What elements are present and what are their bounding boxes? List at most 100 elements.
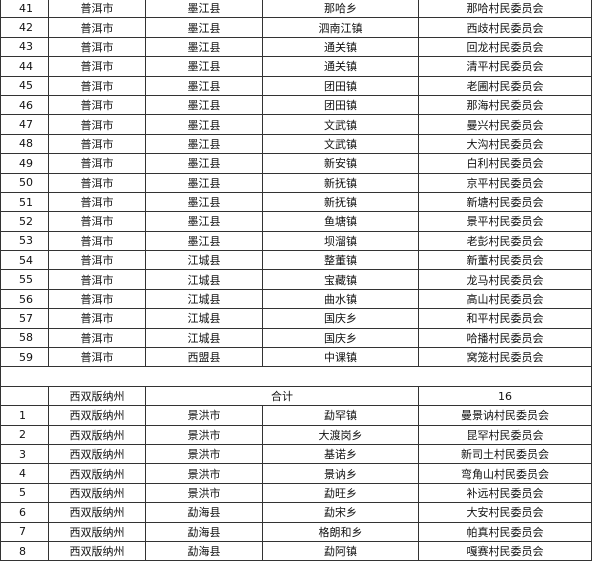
row-number: 56: [0, 288, 49, 310]
town: 文武镇: [262, 114, 419, 135]
table-row: 2 西双版纳州 景洪市 大渡岗乡 昆罕村民委员会: [0, 424, 592, 445]
village-committee: 高山村民委员会: [418, 288, 592, 310]
summary-row: 西双版纳州 合计 16: [0, 385, 592, 407]
city: 普洱市: [48, 250, 146, 271]
total: 16: [418, 385, 592, 407]
table-row: 46 普洱市 墨江县 团田镇 那海村民委员会: [0, 94, 592, 116]
village-committee: 回龙村民委员会: [418, 36, 592, 58]
table-row: 55 普洱市 江城县 宝藏镇 龙马村民委员会: [0, 269, 592, 290]
town: 中课镇: [262, 347, 419, 368]
town: 泗南江镇: [262, 17, 419, 38]
city: 普洱市: [48, 17, 146, 38]
city: 西双版纳州: [48, 482, 146, 504]
town: 坝溜镇: [262, 230, 419, 252]
city: 西双版纳州: [48, 405, 146, 426]
city: 普洱市: [48, 153, 146, 174]
city: 西双版纳州: [48, 443, 146, 465]
row-number: 44: [0, 56, 49, 77]
city: 普洱市: [48, 172, 146, 193]
row-number: 49: [0, 153, 49, 174]
county: 景洪市: [145, 405, 263, 426]
county: 墨江县: [145, 0, 263, 19]
town: 国庆乡: [262, 308, 419, 329]
empty-cell: [0, 385, 49, 407]
county: 西盟县: [145, 347, 263, 368]
town: 大渡岗乡: [262, 424, 419, 445]
row-number: 58: [0, 327, 49, 349]
table-row: 3 西双版纳州 景洪市 基诺乡 新司土村民委员会: [0, 443, 592, 465]
table-row: 50 普洱市 墨江县 新抚镇 京平村民委员会: [0, 172, 592, 193]
city: 普洱市: [48, 75, 146, 96]
row-number: 52: [0, 211, 49, 232]
city: 普洱市: [48, 133, 146, 155]
village-committee: 新司土村民委员会: [418, 443, 592, 465]
town: 团田镇: [262, 75, 419, 96]
village-committee: 那哈村民委员会: [418, 0, 592, 19]
row-number: 43: [0, 36, 49, 58]
village-committee: 曼兴村民委员会: [418, 114, 592, 135]
table-row: 49 普洱市 墨江县 新安镇 白利村民委员会: [0, 153, 592, 174]
table-row: 41 普洱市 墨江县 那哈乡 那哈村民委员会: [0, 0, 592, 19]
region: 西双版纳州: [48, 385, 146, 407]
county: 景洪市: [145, 463, 263, 484]
county: 勐海县: [145, 521, 263, 542]
town: 格朗和乡: [262, 521, 419, 542]
table-row: 59 普洱市 西盟县 中课镇 窝笼村民委员会: [0, 347, 592, 368]
row-number: 8: [0, 540, 49, 561]
city: 普洱市: [48, 56, 146, 77]
row-number: 46: [0, 94, 49, 116]
town: 勐罕镇: [262, 405, 419, 426]
county: 江城县: [145, 250, 263, 271]
county: 景洪市: [145, 424, 263, 445]
city: 普洱市: [48, 114, 146, 135]
table-row: 42 普洱市 墨江县 泗南江镇 西歧村民委员会: [0, 17, 592, 38]
row-number: 50: [0, 172, 49, 193]
village-committee: 补远村民委员会: [418, 482, 592, 504]
table-row: 54 普洱市 江城县 整董镇 新董村民委员会: [0, 250, 592, 271]
table-row: 56 普洱市 江城县 曲水镇 高山村民委员会: [0, 288, 592, 310]
village-committee: 龙马村民委员会: [418, 269, 592, 290]
city: 西双版纳州: [48, 502, 146, 523]
row-number: 59: [0, 347, 49, 368]
county: 勐海县: [145, 540, 263, 561]
table-row: 58 普洱市 江城县 国庆乡 哈播村民委员会: [0, 327, 592, 349]
empty-cell: [0, 366, 49, 387]
village-committee: 老圃村民委员会: [418, 75, 592, 96]
village-committee: 和平村民委员会: [418, 308, 592, 329]
city: 普洱市: [48, 94, 146, 116]
village-committee: 景平村民委员会: [418, 211, 592, 232]
row-number: 45: [0, 75, 49, 96]
city: 普洱市: [48, 327, 146, 349]
city: 西双版纳州: [48, 521, 146, 542]
town: 基诺乡: [262, 443, 419, 465]
town: 新安镇: [262, 153, 419, 174]
city: 西双版纳州: [48, 463, 146, 484]
table-row: 7 西双版纳州 勐海县 格朗和乡 帕真村民委员会: [0, 521, 592, 542]
town: 国庆乡: [262, 327, 419, 349]
row-number: 4: [0, 463, 49, 484]
city: 普洱市: [48, 347, 146, 368]
village-committee: 那海村民委员会: [418, 94, 592, 116]
town: 新抚镇: [262, 191, 419, 213]
county: 江城县: [145, 288, 263, 310]
village-committee: 白利村民委员会: [418, 153, 592, 174]
row-number: 57: [0, 308, 49, 329]
table-row: 5 西双版纳州 景洪市 勐旺乡 补远村民委员会: [0, 482, 592, 504]
row-number: 7: [0, 521, 49, 542]
town: 文武镇: [262, 133, 419, 155]
town: 团田镇: [262, 94, 419, 116]
table-row: 47 普洱市 墨江县 文武镇 曼兴村民委员会: [0, 114, 592, 135]
city: 普洱市: [48, 211, 146, 232]
county: 墨江县: [145, 172, 263, 193]
village-committee: 窝笼村民委员会: [418, 347, 592, 368]
village-committee: 西歧村民委员会: [418, 17, 592, 38]
row-number: 42: [0, 17, 49, 38]
village-committee: 京平村民委员会: [418, 172, 592, 193]
row-number: 1: [0, 405, 49, 426]
row-number: 55: [0, 269, 49, 290]
row-number: 2: [0, 424, 49, 445]
city: 普洱市: [48, 191, 146, 213]
county: 江城县: [145, 327, 263, 349]
row-number: 51: [0, 191, 49, 213]
